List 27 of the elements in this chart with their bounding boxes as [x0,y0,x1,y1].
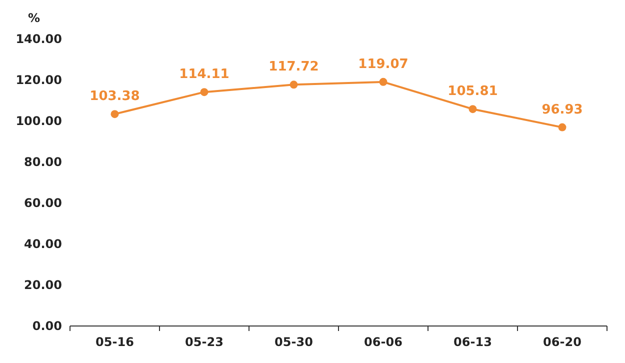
y-tick-label: 120.00 [16,73,62,88]
y-tick-label: 140.00 [16,32,62,46]
data-label: 114.11 [179,67,230,82]
point [468,105,477,114]
point [200,88,208,96]
x-tick-label: 05-23 [185,335,224,349]
x-tick-label: 05-30 [274,335,313,349]
data-label: 105.81 [448,84,498,100]
y-tick-label: 80.00 [24,155,62,170]
y-tick-label: 0.00 [32,319,62,334]
data-label: 96.93 [542,102,583,118]
point [110,110,119,118]
point [558,123,566,132]
y-tick-label: 20.00 [24,278,62,292]
y-tick-label: 100.00 [16,114,62,128]
y-tick-label: 40.00 [24,237,62,252]
data-label: 119.07 [358,56,408,72]
point [379,78,388,86]
data-label: 117.72 [268,60,319,75]
point [290,80,298,89]
x-tick-label: 06-06 [364,335,402,349]
y-tick-label: 60.00 [24,196,62,210]
data-label: 103.38 [90,89,140,104]
x-tick-label: 06-20 [543,335,582,349]
x-tick-label: 05-16 [96,335,134,349]
x-tick-label: 06-13 [454,335,492,349]
y-axis-title: % [28,11,40,25]
